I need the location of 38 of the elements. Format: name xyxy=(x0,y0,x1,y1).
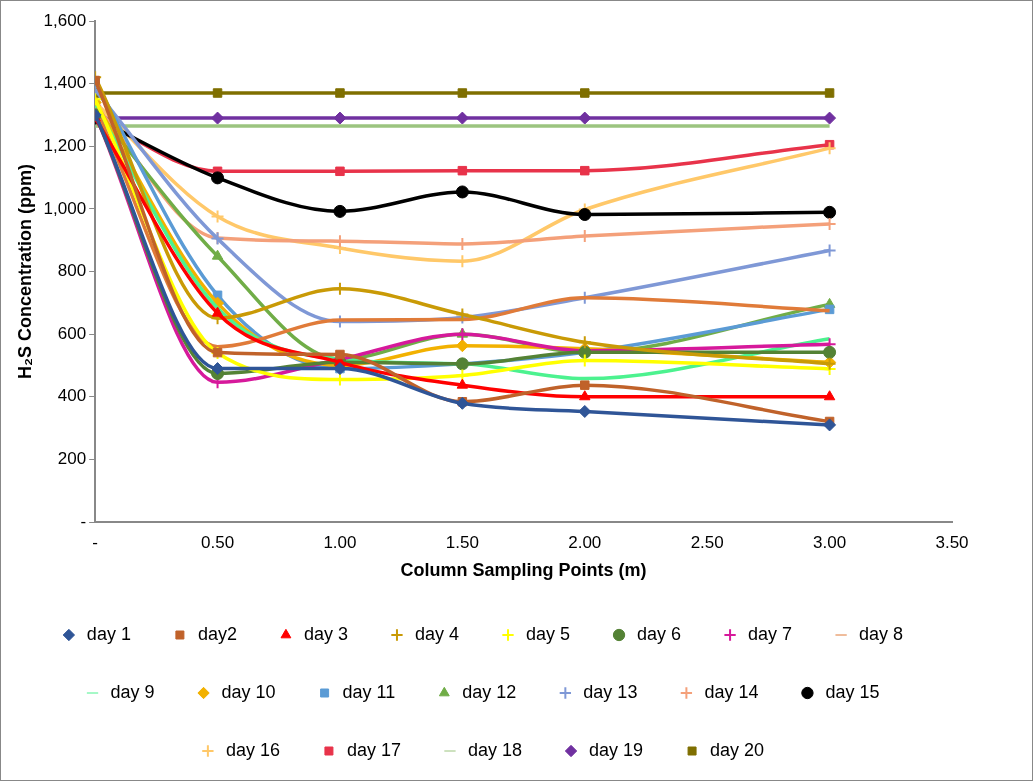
x-axis-title: Column Sampling Points (m) xyxy=(400,560,647,581)
y-tick-label: 800 xyxy=(57,261,87,281)
y-tick-label: 400 xyxy=(57,386,87,406)
legend-label: day 11 xyxy=(342,681,396,702)
legend-label: day 18 xyxy=(467,739,523,760)
x-tick-label: 2.50 xyxy=(690,532,724,552)
legend-label: day 15 xyxy=(825,681,880,702)
legend-label: day 19 xyxy=(589,739,644,760)
legend-label: day 1 xyxy=(86,623,131,644)
legend-label: day 14 xyxy=(704,681,759,702)
legend-label: day 3 xyxy=(303,623,348,644)
y-tick-label: 200 xyxy=(57,449,87,469)
legend-label: day 13 xyxy=(583,681,638,702)
legend-label: day2 xyxy=(197,623,237,644)
legend-label: day 6 xyxy=(637,623,682,644)
legend-label: day 4 xyxy=(414,623,460,644)
legend-label: day 17 xyxy=(346,739,401,760)
legend-label: day 20 xyxy=(710,739,765,760)
legend-label: day 12 xyxy=(462,681,517,702)
legend-label: day 9 xyxy=(110,681,155,702)
x-tick-label: 0.50 xyxy=(201,532,235,552)
legend-label: day 10 xyxy=(221,681,276,702)
legend-label: day 7 xyxy=(748,623,793,644)
y-tick-label: 1,000 xyxy=(43,198,87,218)
legend-label: day 8 xyxy=(859,623,904,644)
legend-label: day 5 xyxy=(526,623,571,644)
y-axis-title: H₂S Concentration (ppm) xyxy=(14,164,35,379)
x-tick-label: 2.00 xyxy=(568,532,602,552)
x-tick-label: 1.00 xyxy=(323,532,357,552)
legend-label: day 16 xyxy=(225,739,280,760)
y-tick-label: 1,600 xyxy=(43,10,87,30)
x-tick-label: 3.50 xyxy=(935,532,969,552)
y-tick-label: 1,200 xyxy=(43,135,87,155)
y-tick-label: - xyxy=(80,511,87,531)
y-tick-label: 600 xyxy=(57,323,87,343)
x-tick-label: 3.00 xyxy=(813,532,847,552)
x-tick-label: 1.50 xyxy=(445,532,479,552)
y-tick-label: 1,400 xyxy=(43,73,87,93)
